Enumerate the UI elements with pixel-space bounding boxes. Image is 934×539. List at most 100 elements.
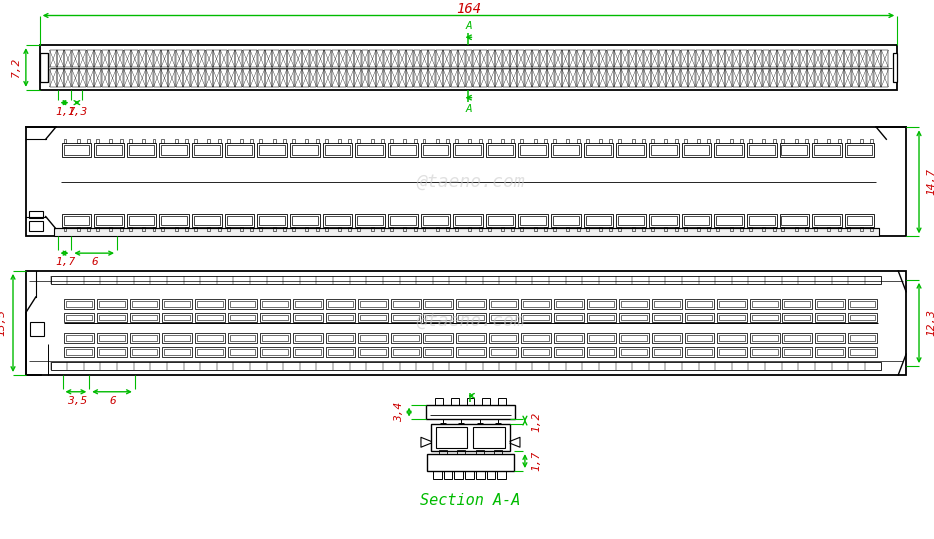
Bar (882, 50, 888, 67)
Bar (719, 315, 745, 321)
Bar (414, 50, 420, 67)
Bar (390, 347, 420, 357)
Bar (566, 139, 570, 143)
Bar (619, 313, 649, 322)
Bar (339, 70, 347, 87)
Bar (205, 50, 213, 67)
Bar (436, 50, 443, 67)
Bar (185, 227, 188, 231)
Bar (502, 50, 510, 67)
Bar (458, 335, 484, 341)
Bar (682, 213, 712, 227)
Bar (288, 50, 294, 67)
Bar (696, 70, 702, 87)
Bar (29, 211, 43, 218)
Bar (62, 143, 92, 157)
Bar (347, 70, 354, 87)
Bar (262, 301, 288, 307)
Bar (860, 227, 863, 231)
Bar (750, 313, 780, 322)
Bar (654, 335, 680, 341)
Bar (260, 227, 262, 231)
Bar (817, 301, 842, 307)
Bar (228, 299, 258, 309)
Bar (283, 139, 286, 143)
Bar (64, 347, 94, 357)
Bar (423, 333, 453, 343)
Bar (782, 145, 807, 155)
Bar (228, 347, 258, 357)
Bar (644, 50, 651, 67)
Bar (218, 227, 220, 231)
Bar (631, 227, 634, 231)
Bar (361, 349, 386, 355)
Bar (124, 70, 131, 87)
Bar (451, 398, 459, 405)
Bar (805, 139, 808, 143)
Bar (487, 471, 495, 479)
Bar (533, 227, 537, 231)
Bar (600, 50, 606, 67)
Bar (295, 335, 320, 341)
Bar (432, 471, 442, 479)
Bar (161, 70, 168, 87)
Bar (414, 70, 420, 87)
Bar (629, 50, 636, 67)
Bar (64, 50, 71, 67)
Bar (273, 139, 276, 143)
Bar (427, 454, 514, 471)
Bar (780, 143, 809, 157)
Bar (512, 139, 515, 143)
Bar (455, 227, 458, 231)
Bar (586, 216, 612, 225)
Bar (703, 50, 710, 67)
Bar (562, 50, 569, 67)
Bar (322, 213, 352, 227)
Bar (707, 227, 710, 231)
Bar (785, 315, 810, 321)
Bar (703, 70, 710, 87)
Bar (654, 315, 680, 321)
Bar (403, 139, 406, 143)
Bar (436, 427, 468, 448)
Bar (302, 70, 309, 87)
Bar (97, 299, 127, 309)
Bar (305, 139, 308, 143)
Bar (261, 333, 290, 343)
Bar (750, 347, 780, 357)
Bar (510, 50, 517, 67)
Bar (324, 70, 332, 87)
Bar (228, 70, 234, 87)
Bar (109, 139, 112, 143)
Bar (587, 347, 616, 357)
Bar (711, 70, 717, 87)
Bar (99, 301, 125, 307)
Bar (822, 50, 828, 67)
Bar (420, 143, 450, 157)
Bar (359, 313, 388, 322)
Bar (502, 70, 510, 87)
Bar (258, 213, 287, 227)
Bar (521, 347, 551, 357)
Bar (99, 335, 125, 341)
Bar (168, 50, 176, 67)
Bar (547, 70, 554, 87)
Bar (852, 70, 858, 87)
Bar (817, 335, 842, 341)
Bar (53, 229, 880, 236)
Bar (488, 145, 514, 155)
Bar (194, 145, 219, 155)
Bar (814, 216, 840, 225)
Bar (584, 143, 614, 157)
Bar (66, 349, 92, 355)
Bar (455, 216, 481, 225)
Bar (562, 70, 569, 87)
Bar (717, 299, 747, 309)
Bar (860, 139, 863, 143)
Bar (482, 398, 490, 405)
Bar (77, 139, 79, 143)
Bar (850, 349, 875, 355)
Bar (547, 50, 554, 67)
Bar (339, 50, 347, 67)
Text: 3,5: 3,5 (66, 396, 87, 406)
